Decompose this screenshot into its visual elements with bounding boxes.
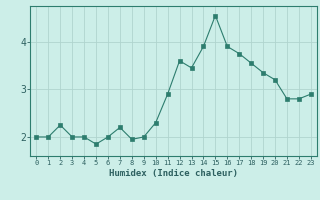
X-axis label: Humidex (Indice chaleur): Humidex (Indice chaleur): [109, 169, 238, 178]
